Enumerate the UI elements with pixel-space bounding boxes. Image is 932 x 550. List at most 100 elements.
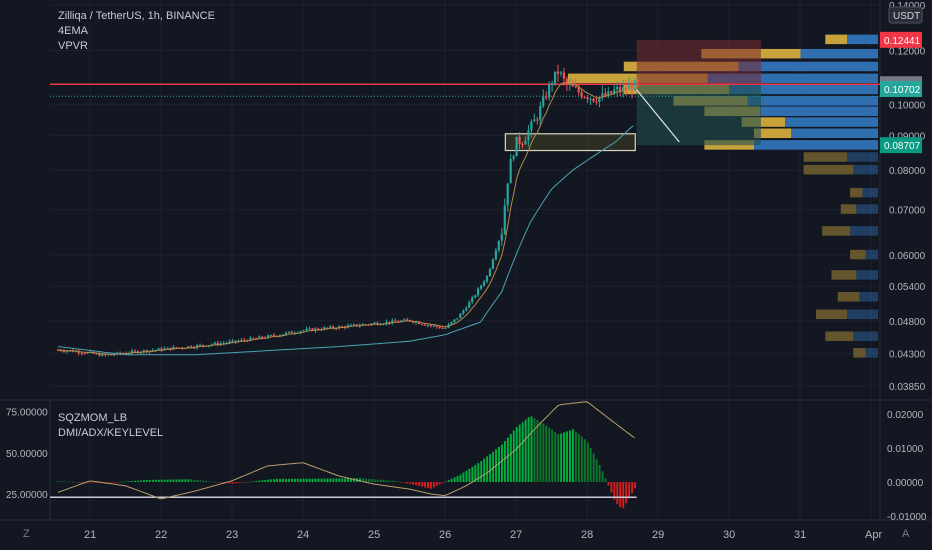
momentum-bar — [252, 481, 255, 482]
candle-body — [308, 328, 311, 330]
time-axis-label: 28 — [581, 529, 593, 541]
volume-profile-bar-down — [837, 292, 860, 302]
indicator-vpvr[interactable]: VPVR — [58, 40, 88, 52]
candle-body — [305, 328, 308, 331]
momentum-bar — [264, 479, 267, 482]
momentum-bar — [323, 478, 326, 482]
candle-body — [284, 332, 287, 335]
momentum-bar — [320, 478, 323, 482]
candle-body — [113, 354, 116, 356]
momentum-bar — [595, 459, 598, 482]
momentum-bar — [432, 482, 435, 488]
momentum-bar — [122, 481, 125, 483]
momentum-bar — [409, 482, 412, 485]
price-axis-tick: 0.04800 — [889, 317, 926, 328]
momentum-bar — [288, 478, 290, 482]
momentum-bar — [361, 478, 364, 482]
osc-right-tick: 0.02000 — [887, 410, 924, 421]
volume-profile-bar-up — [862, 187, 878, 198]
candle-body — [420, 323, 424, 325]
momentum-bar — [350, 478, 353, 482]
candle-body — [222, 342, 225, 344]
candle-body — [252, 337, 255, 339]
momentum-bar — [489, 454, 492, 482]
momentum-bar — [483, 458, 486, 482]
momentum-bar — [533, 418, 536, 482]
momentum-bar — [530, 416, 533, 482]
indicator-sqzmom[interactable]: SQZMOM_LB — [58, 412, 128, 424]
auto-scale-button[interactable]: A — [902, 528, 910, 540]
candle-body — [287, 331, 290, 333]
momentum-bar — [80, 482, 83, 483]
momentum-bar — [302, 478, 305, 482]
candle-body — [468, 302, 471, 308]
momentum-bar — [610, 482, 613, 493]
price-axis-tick: 0.08000 — [889, 166, 926, 177]
momentum-bar — [92, 482, 95, 483]
osc-right-tick: -0.01000 — [887, 512, 927, 523]
volume-profile-bar-up — [800, 48, 878, 59]
time-axis-label: 31 — [794, 529, 806, 541]
momentum-bar — [376, 479, 379, 482]
momentum-bar — [477, 463, 480, 482]
candle-body — [506, 183, 509, 206]
momentum-bar — [545, 425, 548, 482]
timezone-button[interactable]: Z — [23, 528, 30, 540]
indicator-dmi-adx[interactable]: DMI/ADX/KEYLEVEL — [58, 427, 164, 439]
momentum-bar — [566, 431, 568, 482]
candle-body — [556, 71, 560, 74]
ema-slow-line — [58, 125, 634, 356]
candle-body — [624, 87, 628, 90]
momentum-bar — [243, 482, 246, 483]
candle-body — [550, 83, 554, 85]
candle-body — [485, 276, 489, 282]
momentum-bar — [134, 480, 137, 482]
momentum-bar — [228, 482, 231, 484]
candle-body — [542, 96, 545, 107]
time-axis-label: 25 — [368, 529, 380, 541]
momentum-bar — [290, 478, 293, 482]
momentum-bar — [444, 481, 447, 482]
momentum-bar — [125, 481, 128, 483]
momentum-bar — [441, 482, 444, 483]
chart-title[interactable]: Zilliqa / TetherUS, 1h, BINANCE — [58, 10, 215, 22]
volume-profile-bar-up — [847, 34, 878, 45]
candle-body — [142, 350, 145, 353]
candle-body — [503, 205, 506, 235]
momentum-bar — [255, 480, 258, 482]
momentum-bar — [113, 482, 116, 483]
momentum-bar — [57, 481, 60, 482]
momentum-bar — [563, 432, 566, 482]
candle-body — [589, 98, 592, 100]
candle-body — [426, 325, 429, 327]
candle-body — [361, 324, 364, 326]
candle-body — [133, 350, 137, 352]
momentum-bar — [435, 482, 438, 486]
candle-body — [453, 319, 456, 322]
momentum-bar — [613, 482, 616, 500]
candle-body — [497, 240, 500, 251]
momentum-bar — [137, 480, 140, 482]
volume-profile-bar-up — [850, 226, 878, 236]
volume-profile-bar-down — [850, 187, 863, 198]
candle-body — [255, 338, 258, 340]
indicator-4ema[interactable]: 4EMA — [58, 25, 88, 37]
candle-body — [450, 321, 453, 325]
candle-body — [539, 106, 542, 121]
momentum-bar — [95, 482, 98, 483]
target-price-tag: 0.08707 — [884, 141, 921, 152]
candle-body — [548, 84, 551, 98]
momentum-bar — [501, 444, 503, 482]
momentum-bar — [480, 461, 483, 482]
candle-body — [462, 310, 465, 314]
momentum-bar — [607, 482, 610, 486]
momentum-bar — [518, 424, 521, 482]
candle-body — [261, 336, 264, 338]
candle-body — [266, 335, 270, 338]
candle-body — [98, 353, 101, 356]
candle-body — [613, 89, 616, 94]
momentum-bar — [572, 429, 574, 482]
momentum-bar — [63, 481, 66, 483]
momentum-bar — [521, 422, 524, 482]
momentum-bar — [157, 479, 160, 482]
